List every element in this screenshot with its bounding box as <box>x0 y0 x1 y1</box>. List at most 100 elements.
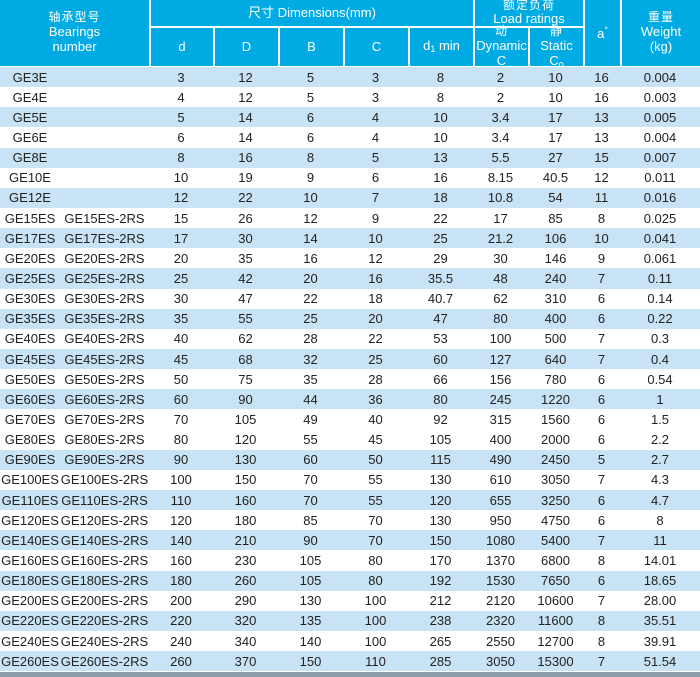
cell-dynamic: 10.8 <box>487 190 514 206</box>
table-row: GE30ES GE30ES-2RS 30 47 22 18 40.7 62 31… <box>0 288 700 309</box>
cell-B: 55 <box>303 432 318 448</box>
cell-d: 35 <box>173 311 189 327</box>
cell-bearing-name: GE12E <box>9 190 51 206</box>
cell-static: 15300 <box>537 653 574 669</box>
cell-C: 20 <box>368 311 383 327</box>
cell-bearing-name-2rs: GE180ES-2RS <box>60 573 149 589</box>
cell-C: 28 <box>368 371 383 387</box>
table-header: 轴承型号 Bearings number 尺寸 Dimensions(mm) 额… <box>0 0 700 69</box>
cell-weight: 35.51 <box>643 613 677 629</box>
cell-C: 55 <box>368 472 383 488</box>
table-row: GE90ES GE90ES-2RS 90 130 60 50 115 490 2… <box>0 449 700 470</box>
footer-band <box>0 672 700 677</box>
cell-dynamic: 127 <box>489 351 512 367</box>
table-row: GE3E 3 12 5 3 8 2 10 16 0.004 <box>0 67 700 88</box>
cell-B: 60 <box>303 452 318 468</box>
cell-dynamic: 610 <box>489 472 512 488</box>
cell-d: 4 <box>177 89 185 105</box>
cell-D: 35 <box>238 250 253 266</box>
cell-d1-min: 92 <box>433 411 448 427</box>
cell-C: 36 <box>368 391 383 407</box>
cell-a: 11 <box>594 190 609 206</box>
cell-D: 105 <box>234 411 257 427</box>
cell-B: 140 <box>299 633 322 649</box>
cell-C: 4 <box>371 129 380 145</box>
cell-D: 19 <box>238 170 253 186</box>
table-row: GE20ES GE20ES-2RS 20 35 16 12 29 30 146 … <box>0 248 700 269</box>
cell-bearing-name-2rs: GE260ES-2RS <box>60 653 149 669</box>
table-row: GE80ES GE80ES-2RS 80 120 55 45 105 400 2… <box>0 429 700 450</box>
cell-d1-min: 47 <box>433 311 448 327</box>
header-col-weight: 重量 Weight (kg) <box>620 0 700 66</box>
cell-weight: 14.01 <box>643 552 677 568</box>
cell-weight: 0.22 <box>647 311 673 327</box>
cell-dynamic: 950 <box>489 512 512 528</box>
cell-bearing-name: GE15ES <box>4 210 56 226</box>
cell-C: 25 <box>368 351 383 367</box>
cell-bearing-name: GE240ES <box>1 633 59 649</box>
cell-dynamic: 2120 <box>486 593 515 609</box>
cell-static: 54 <box>548 190 563 206</box>
cell-bearing-name: GE45ES <box>4 351 56 367</box>
cell-static: 10 <box>548 89 563 105</box>
cell-d: 160 <box>170 552 192 568</box>
cell-d1-min: 212 <box>429 593 452 609</box>
cell-D: 26 <box>238 210 253 226</box>
cell-d: 5 <box>177 109 185 125</box>
cell-d: 3 <box>177 69 185 85</box>
cell-D: 180 <box>234 512 257 528</box>
cell-B: 12 <box>303 210 318 226</box>
header-bearings-cn: 轴承型号 <box>48 10 101 25</box>
cell-C: 7 <box>371 190 380 206</box>
cell-B: 150 <box>299 653 322 669</box>
cell-D: 120 <box>234 432 257 448</box>
cell-dynamic: 490 <box>489 452 512 468</box>
cell-weight: 4.3 <box>650 472 670 488</box>
cell-a: 6 <box>597 432 606 448</box>
table-row: GE17ES GE17ES-2RS 17 30 14 10 25 21.2 10… <box>0 228 700 249</box>
header-bearings-number: 轴承型号 Bearings number <box>0 0 149 66</box>
cell-weight: 1 <box>656 391 664 407</box>
cell-a: 8 <box>597 613 606 629</box>
cell-a: 7 <box>597 270 606 286</box>
cell-bearing-name-2rs: GE110ES-2RS <box>61 492 148 508</box>
cell-D: 90 <box>238 391 253 407</box>
cell-bearing-name: GE110ES <box>1 492 59 508</box>
cell-static: 4750 <box>541 512 570 528</box>
cell-bearing-name: GE35ES <box>4 311 56 327</box>
cell-B: 49 <box>303 411 318 427</box>
cell-dynamic: 3.4 <box>491 109 510 125</box>
cell-d: 30 <box>173 291 189 307</box>
header-col-d1-min: d1 min <box>408 28 473 66</box>
header-col-C: C <box>343 28 408 66</box>
cell-dynamic: 1080 <box>486 532 515 548</box>
cell-d1-min: 35.5 <box>427 270 454 286</box>
cell-dynamic: 655 <box>489 492 512 508</box>
cell-d: 8 <box>177 150 185 166</box>
cell-D: 62 <box>238 331 253 347</box>
cell-dynamic: 2 <box>496 89 505 105</box>
header-static-cn: 静 <box>549 23 563 38</box>
cell-D: 75 <box>238 371 253 387</box>
cell-weight: 0.005 <box>643 109 677 125</box>
cell-C: 100 <box>364 633 387 649</box>
cell-bearing-name: GE140ES <box>1 532 59 548</box>
cell-static: 3250 <box>541 492 570 508</box>
cell-bearing-name: GE20ES <box>4 250 56 266</box>
cell-B: 25 <box>303 311 318 327</box>
cell-D: 14 <box>238 129 253 145</box>
cell-static: 6800 <box>541 552 570 568</box>
cell-D: 260 <box>234 573 257 589</box>
cell-d1-min: 8 <box>436 89 445 105</box>
cell-bearing-name: GE180ES <box>1 573 59 589</box>
cell-weight: 0.025 <box>643 210 677 226</box>
cell-d: 140 <box>170 532 192 548</box>
table-row: GE260ES GE260ES-2RS 260 370 150 110 285 … <box>0 651 700 672</box>
cell-B: 28 <box>303 331 318 347</box>
header-static-en: Static <box>540 37 573 53</box>
cell-C: 110 <box>365 653 386 669</box>
cell-dynamic: 400 <box>489 432 512 448</box>
table-row: GE220ES GE220ES-2RS 220 320 135 100 238 … <box>0 610 700 631</box>
cell-d1-min: 10 <box>433 109 448 125</box>
cell-B: 105 <box>299 552 322 568</box>
